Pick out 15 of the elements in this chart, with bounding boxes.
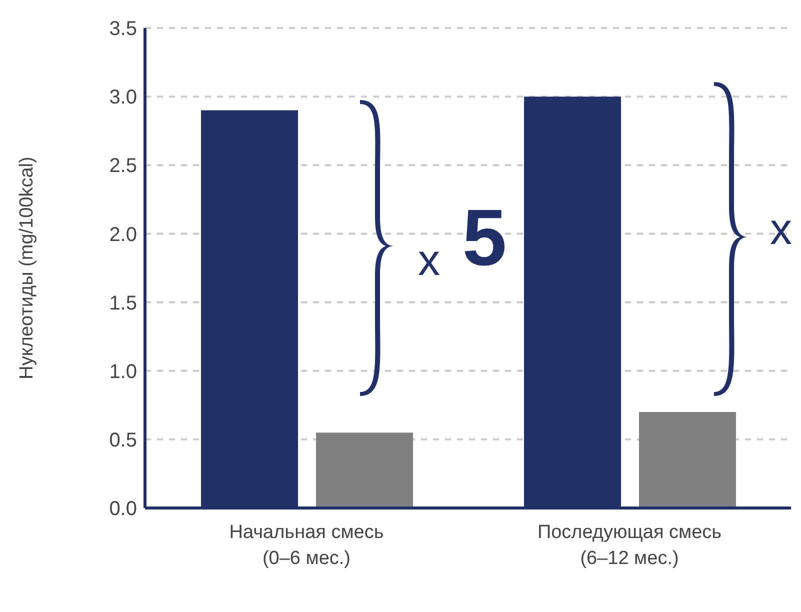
annotation: x — [770, 205, 792, 254]
x-tick-label: Последующая смесь (6–12 мес.) — [537, 522, 722, 569]
y-tick-label: 2.0 — [109, 224, 137, 246]
annotation: x 5 — [418, 193, 507, 285]
y-tick-label: 3.0 — [109, 86, 137, 109]
y-tick-label: 1.0 — [109, 360, 137, 383]
bar — [639, 412, 736, 508]
bar — [316, 432, 413, 508]
y-tick-label: 3.5 — [109, 18, 137, 40]
y-axis-title: Нуклеотиды (mg/100kcal) — [16, 156, 38, 380]
y-tick-label: 1.5 — [109, 292, 137, 314]
y-tick-label: 2.5 — [109, 155, 137, 178]
y-tick-label: 0.5 — [109, 430, 137, 452]
x-tick-label: Начальная смесь (0–6 мес.) — [229, 522, 384, 569]
y-tick-label: 0.0 — [109, 498, 137, 520]
